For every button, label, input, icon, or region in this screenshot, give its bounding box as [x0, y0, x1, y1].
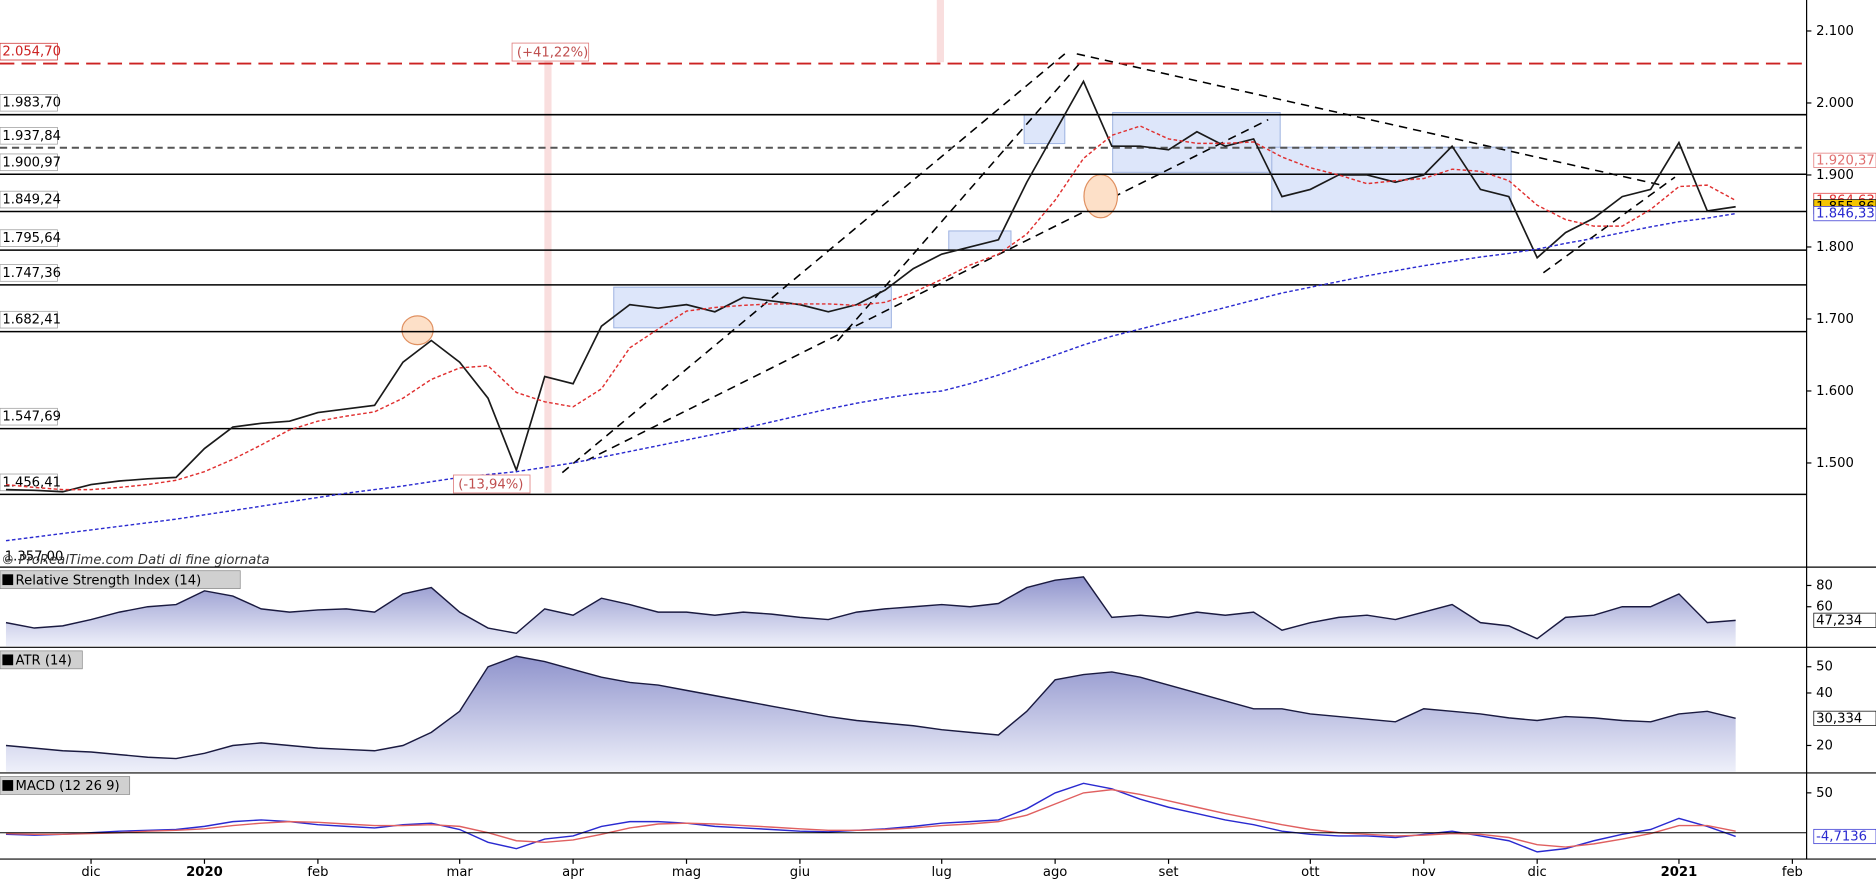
level-label-box: [0, 94, 58, 112]
x-tick-label: mag: [672, 865, 701, 880]
value-tag-label: 1.920,37: [1816, 153, 1875, 168]
level-label-box: [0, 229, 58, 247]
level-label-box: [0, 153, 58, 172]
source: © ProRealTime.com Dati di fine giornata: [1, 553, 269, 568]
series-line: [5, 212, 1736, 542]
panel-title-icon: [2, 780, 14, 791]
level-label: 1.547,69: [2, 410, 61, 425]
value-tag-label: 47,234: [1816, 613, 1862, 628]
value-tag-label: -4,7136: [1816, 829, 1867, 844]
marker: [401, 315, 434, 346]
bottom-label: 1.357,00: [5, 549, 64, 564]
y-tick-label: 1.500: [1816, 456, 1854, 471]
series-line: [5, 655, 1736, 760]
panel-title: Relative Strength Index (14): [16, 573, 202, 588]
annotation-box: [511, 42, 590, 62]
y-tick-label: 2.000: [1816, 96, 1854, 111]
x-tick-label: nov: [1412, 865, 1436, 880]
x-tick-label: set: [1158, 865, 1178, 880]
series-line: [5, 125, 1737, 491]
x-tick-label: 2020: [186, 865, 223, 880]
x-tick-label: mar: [447, 865, 474, 880]
level-label: 1.900,97: [2, 155, 61, 170]
level-label-box: [0, 42, 58, 61]
highlight-band: [544, 47, 552, 493]
value-tag: [1813, 612, 1876, 628]
y-tick-label: 40: [1816, 686, 1833, 701]
level-label: 2.054,70: [2, 45, 61, 60]
x-tick-label: giu: [790, 865, 810, 880]
x-tick-label: apr: [562, 865, 584, 880]
annotation: (-13,94%): [458, 478, 523, 493]
value-tag: [1813, 152, 1876, 168]
panel-title: ATR (14): [16, 653, 72, 668]
panel-title-box: [0, 570, 241, 590]
y-tick-label: 50: [1816, 786, 1833, 801]
y-tick-label: 2.100: [1816, 24, 1854, 39]
annotation-box: [453, 474, 531, 494]
level-label-box: [0, 407, 58, 426]
y-tick-label: 20: [1816, 738, 1833, 753]
y-tick-label: 1.700: [1816, 312, 1854, 327]
annotation: (+41,22%): [517, 46, 588, 61]
level-label: 1.682,41: [2, 313, 61, 328]
value-tag-label: 1.846,33: [1816, 207, 1875, 222]
y-tick-label: 1.800: [1816, 240, 1854, 255]
panel-borders: [0, 0, 1876, 860]
x-tick-label: dic: [1528, 865, 1547, 880]
level-label-box: [0, 264, 58, 282]
area: [5, 656, 1736, 772]
level-label-box: [0, 310, 58, 329]
level-label-box: [0, 190, 58, 209]
level-label: 1.795,64: [2, 231, 61, 246]
value-tag: [1813, 206, 1876, 222]
level-label: 1.849,24: [2, 193, 61, 208]
highlight-band: [936, 0, 944, 63]
y-tick-label: 50: [1816, 660, 1833, 675]
level-label-box: [0, 127, 58, 145]
y-tick-label: 1.900: [1816, 168, 1854, 183]
panel-title-icon: [2, 574, 14, 586]
x-tick-label: feb: [1782, 865, 1803, 880]
level-label: 1.983,70: [2, 96, 61, 111]
x-tick-label: dic: [81, 865, 100, 880]
panel-title: MACD (12 26 9): [16, 779, 120, 794]
panel-title-box: [0, 776, 131, 795]
level-label: 1.747,36: [2, 266, 61, 281]
series-line: [5, 788, 1736, 848]
x-tick-label: lug: [932, 865, 952, 880]
panel-title-box: [0, 650, 83, 670]
value-tag: [1813, 828, 1876, 845]
y-tick-label: 80: [1816, 578, 1833, 593]
value-tag: [1813, 710, 1876, 726]
x-tick-label: feb: [307, 865, 328, 880]
level-label: 1.937,84: [2, 129, 61, 144]
x-tick-label: ago: [1043, 865, 1067, 880]
series-line: [5, 79, 1736, 493]
y-tick-label: 1.600: [1816, 384, 1854, 399]
level-label: 1.456,41: [2, 475, 61, 490]
x-tick-label: 2021: [1661, 865, 1698, 880]
series-line: [5, 576, 1736, 640]
panel-title-icon: [2, 654, 14, 666]
x-tick-label: ott: [1301, 865, 1319, 880]
value-tag-label: 30,334: [1816, 711, 1862, 726]
y-tick-label: 60: [1816, 600, 1833, 615]
